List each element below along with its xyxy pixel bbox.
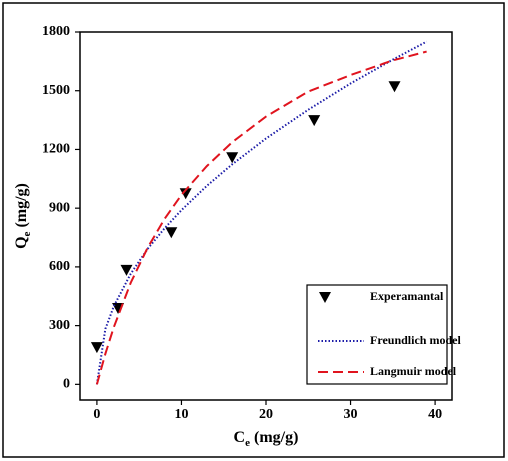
data-point [308,115,321,127]
data-point [388,81,401,93]
y-axis-title: Qe (mg/g) [13,183,33,249]
y-tick-label: 0 [63,377,70,392]
y-title-sub: e [21,231,33,236]
legend-marker [319,292,331,303]
data-point [179,188,192,200]
y-title-main: Q [13,236,30,248]
y-title-unit: (mg/g) [13,183,30,231]
y-tick-label: 600 [49,259,70,274]
x-tick-label: 20 [259,407,273,422]
x-title-sub: e [245,437,250,449]
y-tick-label: 1500 [42,83,70,98]
data-point [120,264,133,276]
x-tick-label: 0 [93,407,100,422]
x-title-unit: (mg/g) [250,429,298,446]
legend-label: Langmuir model [370,364,457,378]
fit-line [95,50,427,385]
y-tick-label: 1800 [42,24,70,39]
x-tick-label: 40 [428,407,442,422]
legend-label: Experamantal [370,289,444,303]
y-tick-label: 300 [49,318,70,333]
x-axis-title: Ce (mg/g) [234,429,299,449]
data-point [165,227,178,239]
y-tick-label: 1200 [42,142,70,157]
outer-border [2,2,505,458]
x-tick-label: 10 [174,407,188,422]
y-tick-label: 900 [49,200,70,215]
data-point [226,152,239,164]
legend-box [306,284,448,385]
x-tick-label: 30 [344,407,358,422]
legend-label: Freundlich model [370,333,461,347]
data-point [90,342,103,354]
x-title-main: C [234,429,246,446]
